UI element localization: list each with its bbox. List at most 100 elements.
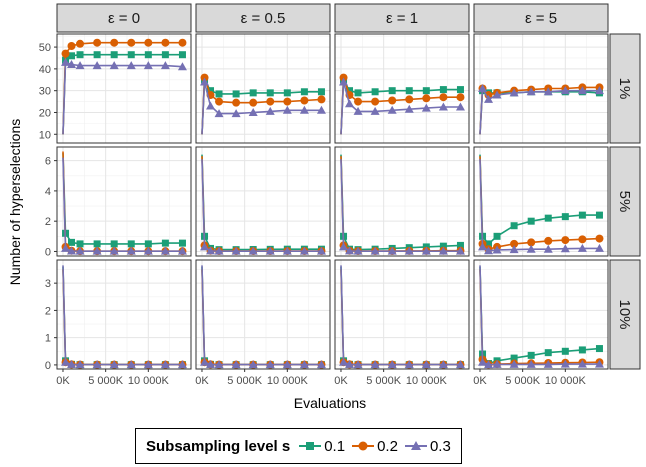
data-point — [200, 242, 210, 251]
data-point — [353, 360, 363, 369]
data-point — [422, 87, 430, 95]
data-point — [404, 246, 414, 255]
facet-panel — [56, 146, 192, 257]
x-tick-label: 0K — [473, 375, 487, 387]
data-point — [354, 89, 362, 97]
panel-border — [56, 146, 192, 257]
x-tick-label: 0K — [56, 375, 70, 387]
data-point — [456, 93, 465, 102]
data-point — [248, 246, 258, 255]
data-point — [527, 238, 536, 247]
data-point — [484, 246, 494, 255]
data-point — [543, 244, 553, 253]
series-line-0.3 — [201, 81, 322, 135]
y-tick-label: 2 — [45, 305, 51, 317]
data-point — [405, 95, 414, 104]
data-point — [265, 246, 275, 255]
data-point — [232, 90, 240, 98]
legend-label-0.1: 0.1 — [324, 437, 346, 455]
data-point — [595, 345, 603, 353]
data-point — [178, 51, 186, 59]
series-line-0.2 — [201, 77, 322, 135]
row-strip — [609, 33, 641, 144]
data-point — [370, 246, 380, 255]
data-point — [232, 98, 241, 107]
data-point — [231, 246, 241, 255]
data-point — [527, 351, 535, 359]
data-point — [345, 359, 355, 368]
panel-background — [335, 34, 469, 143]
data-point — [492, 245, 502, 254]
legend-item-0.2: 0.2 — [351, 438, 398, 455]
data-point — [560, 244, 570, 253]
series-line-0.2 — [340, 77, 461, 135]
data-point — [510, 354, 518, 362]
data-point — [214, 109, 224, 118]
x-tick-label: 5 000K — [366, 375, 402, 387]
data-point — [200, 77, 210, 86]
data-point — [215, 97, 224, 106]
data-point — [509, 245, 519, 254]
data-point — [61, 57, 71, 66]
data-point — [177, 360, 187, 369]
data-point — [439, 242, 447, 250]
data-point — [110, 240, 118, 248]
x-tick-label: 0K — [195, 375, 209, 387]
row-strip-label: 10% — [616, 299, 633, 329]
data-point — [421, 360, 431, 369]
data-point — [200, 357, 210, 366]
data-point — [109, 61, 119, 70]
row-strip — [609, 259, 641, 370]
data-point — [543, 87, 553, 96]
data-point — [455, 360, 465, 369]
data-point — [485, 240, 493, 248]
column-strip — [473, 3, 609, 33]
data-point — [67, 246, 77, 255]
data-point — [206, 101, 216, 110]
data-point — [594, 86, 604, 95]
panel-border — [334, 33, 470, 144]
x-tick-label: 5 000K — [88, 375, 124, 387]
data-point — [492, 90, 502, 99]
data-point — [282, 246, 292, 255]
facet-panel — [473, 33, 609, 144]
column-strip — [56, 3, 192, 33]
data-point — [387, 105, 397, 114]
data-point — [405, 87, 413, 95]
data-point — [578, 211, 586, 219]
data-point — [75, 246, 85, 255]
data-point — [265, 106, 275, 115]
data-point — [282, 105, 292, 114]
data-point — [484, 360, 494, 369]
data-point — [160, 61, 170, 70]
data-point — [316, 360, 326, 369]
data-point — [144, 51, 152, 59]
data-point — [161, 51, 169, 59]
x-tick-label: 10 000K — [128, 375, 170, 387]
data-point — [67, 60, 77, 69]
y-tick-label: 3 — [45, 278, 51, 290]
data-point — [526, 359, 536, 368]
data-point — [161, 38, 170, 47]
data-point — [478, 242, 488, 251]
data-point — [215, 90, 223, 98]
data-point — [370, 106, 380, 115]
data-point — [370, 360, 380, 369]
data-point — [127, 51, 135, 59]
x-tick-label: 5 000K — [505, 375, 541, 387]
legend-item-0.3: 0.3 — [404, 438, 451, 455]
data-point — [484, 94, 494, 103]
panel-background — [474, 260, 608, 369]
data-point — [160, 360, 170, 369]
data-point — [543, 359, 553, 368]
data-point — [67, 41, 76, 50]
panel-border — [334, 146, 470, 257]
data-point — [265, 360, 275, 369]
panel-background — [57, 260, 191, 369]
data-point — [560, 86, 570, 95]
data-point — [594, 243, 604, 252]
data-point — [178, 239, 186, 247]
data-point — [214, 246, 224, 255]
data-point — [177, 62, 187, 71]
data-point — [578, 346, 586, 354]
